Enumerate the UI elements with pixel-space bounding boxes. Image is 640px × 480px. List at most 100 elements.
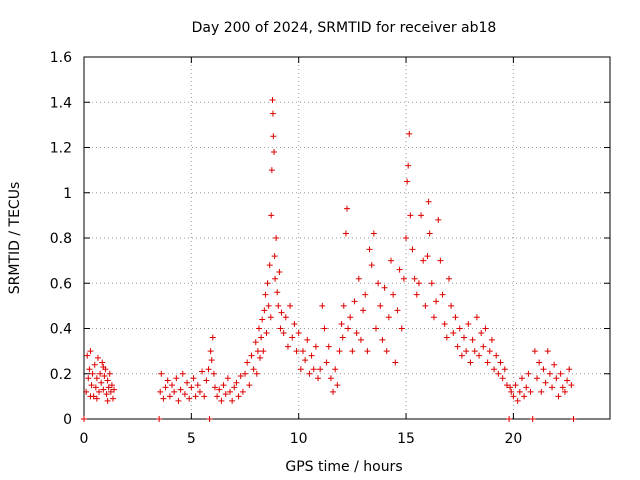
data-point [327,375,334,382]
data-point [426,230,433,237]
data-point [317,366,324,373]
data-point [101,373,108,380]
data-point [177,386,184,393]
data-point [392,359,399,366]
data-point [448,302,455,309]
x-tick-label: 20 [504,431,522,447]
data-point [252,339,259,346]
data-point [488,336,495,343]
data-point [559,384,566,391]
data-point [282,314,289,321]
data-point [557,370,564,377]
data-point [226,388,233,395]
data-point [385,314,392,321]
data-point [360,307,367,314]
data-point [469,336,476,343]
data-point [480,343,487,350]
data-point [277,325,284,332]
data-point [88,382,95,389]
data-point [89,370,96,377]
data-point [235,393,242,400]
data-point [308,352,315,359]
data-point [339,334,346,341]
data-point [297,366,304,373]
data-point [164,377,171,384]
data-point [222,391,229,398]
data-point [349,348,356,355]
data-point [207,348,214,355]
data-point [452,314,459,321]
grid-lines [84,57,610,419]
data-point [312,343,319,350]
data-point [383,348,390,355]
data-point [315,375,322,382]
data-point [428,280,435,287]
data-point [271,253,278,260]
data-point [503,382,510,389]
data-point [273,235,280,241]
data-point [551,361,558,368]
data-point [274,289,281,296]
data-point [261,307,268,314]
data-point [86,366,93,373]
y-tick-label: 1 [63,186,72,202]
data-point [473,314,480,321]
y-tick-label: 0 [63,412,72,428]
data-point [280,330,287,337]
data-point [287,302,294,309]
data-point [467,359,474,366]
data-point [157,388,164,395]
data-point [420,257,427,264]
data-point [211,384,218,391]
data-point [269,96,276,103]
x-tick-label: 5 [187,431,196,447]
data-point [407,212,414,219]
data-point [476,352,483,359]
data-point [555,393,562,400]
data-point [406,130,413,137]
data-point [257,354,264,361]
y-tick-label: 0.4 [50,322,72,338]
data-point [561,388,568,395]
data-point [364,348,371,355]
data-point [570,416,577,422]
data-point [433,298,440,305]
data-point [508,388,515,395]
data-point [415,280,422,287]
data-point [454,343,461,350]
data-point [209,334,216,341]
data-point [100,386,107,393]
data-point [538,388,545,395]
data-point [353,330,360,337]
data-point [295,330,302,337]
data-point [214,393,221,400]
data-point [497,359,504,366]
data-point [97,370,104,377]
data-point [405,162,412,169]
data-point [188,384,195,391]
data-point [276,268,283,275]
x-tick-label: 10 [290,431,308,447]
data-point [192,393,199,400]
data-point [342,230,349,237]
data-point [304,336,311,343]
data-point [409,246,416,253]
data-point [471,348,478,355]
data-point [169,382,176,389]
data-point [411,275,418,282]
y-tick-label: 0.2 [50,367,72,383]
data-point [268,167,275,174]
data-point [269,110,276,117]
data-point [400,275,407,282]
data-point [179,370,186,377]
data-point [351,298,358,305]
data-point [96,388,103,395]
data-point [205,366,212,373]
data-point [495,370,502,377]
data-point [465,320,472,327]
data-point [338,320,345,327]
data-point [156,416,163,422]
data-point [275,302,282,309]
data-point [98,379,105,386]
